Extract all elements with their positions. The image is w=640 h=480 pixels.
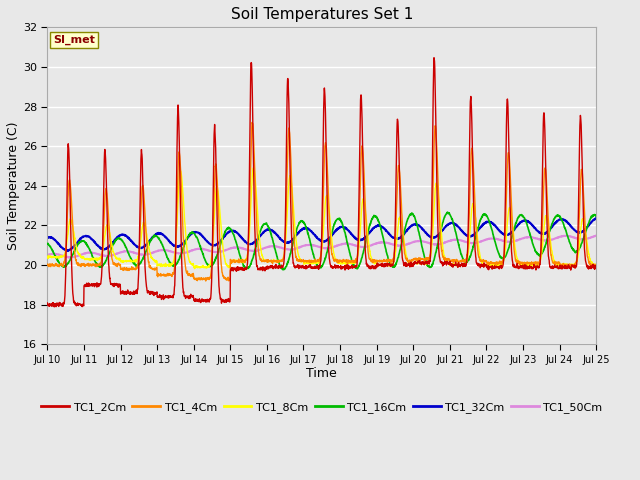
TC1_8Cm bbox=[592, 262, 600, 268]
Line: TC1_2Cm: TC1_2Cm bbox=[47, 58, 596, 307]
Line: TC1_50Cm: TC1_50Cm bbox=[47, 236, 596, 257]
TC1_8Cm bbox=[250, 165, 257, 171]
TC1_32Cm bbox=[592, 216, 600, 221]
Legend: TC1_2Cm, TC1_4Cm, TC1_8Cm, TC1_16Cm, TC1_32Cm, TC1_50Cm: TC1_2Cm, TC1_4Cm, TC1_8Cm, TC1_16Cm, TC1… bbox=[37, 397, 607, 417]
TC1_16Cm bbox=[350, 262, 358, 267]
TC1_2Cm bbox=[44, 300, 51, 306]
TC1_16Cm bbox=[559, 221, 567, 227]
Y-axis label: Soil Temperature (C): Soil Temperature (C) bbox=[7, 121, 20, 250]
TC1_4Cm bbox=[350, 259, 358, 264]
TC1_4Cm bbox=[196, 276, 204, 282]
TC1_32Cm bbox=[197, 231, 205, 237]
X-axis label: Time: Time bbox=[307, 368, 337, 381]
TC1_16Cm bbox=[338, 219, 346, 225]
TC1_50Cm bbox=[544, 238, 552, 243]
TC1_50Cm bbox=[559, 233, 567, 239]
TC1_8Cm bbox=[559, 262, 567, 268]
TC1_16Cm bbox=[44, 240, 51, 246]
TC1_32Cm bbox=[592, 216, 600, 221]
TC1_50Cm bbox=[592, 233, 600, 239]
TC1_16Cm bbox=[544, 233, 552, 239]
TC1_4Cm bbox=[44, 261, 51, 267]
TC1_32Cm bbox=[544, 228, 552, 234]
Line: TC1_4Cm: TC1_4Cm bbox=[47, 122, 596, 281]
TC1_32Cm bbox=[350, 234, 358, 240]
TC1_8Cm bbox=[482, 262, 490, 268]
TC1_2Cm bbox=[559, 264, 567, 270]
TC1_8Cm bbox=[197, 265, 205, 271]
TC1_4Cm bbox=[559, 263, 567, 268]
TC1_32Cm bbox=[338, 224, 346, 230]
TC1_16Cm bbox=[196, 243, 204, 249]
TC1_4Cm bbox=[544, 214, 552, 219]
Text: SI_met: SI_met bbox=[53, 35, 95, 46]
TC1_2Cm bbox=[592, 265, 600, 271]
TC1_2Cm bbox=[430, 55, 438, 60]
TC1_32Cm bbox=[44, 235, 51, 240]
TC1_32Cm bbox=[481, 220, 489, 226]
TC1_8Cm bbox=[191, 266, 198, 272]
TC1_2Cm bbox=[350, 264, 358, 270]
TC1_50Cm bbox=[65, 254, 72, 260]
TC1_4Cm bbox=[592, 261, 600, 267]
TC1_2Cm bbox=[338, 265, 346, 271]
TC1_16Cm bbox=[444, 209, 451, 215]
TC1_16Cm bbox=[592, 214, 600, 219]
TC1_4Cm bbox=[202, 278, 209, 284]
TC1_50Cm bbox=[44, 252, 51, 258]
TC1_50Cm bbox=[481, 237, 489, 243]
TC1_50Cm bbox=[197, 246, 205, 252]
TC1_2Cm bbox=[197, 300, 205, 305]
TC1_16Cm bbox=[482, 212, 490, 217]
TC1_8Cm bbox=[338, 261, 346, 266]
TC1_32Cm bbox=[63, 248, 71, 254]
TC1_2Cm bbox=[51, 304, 58, 310]
TC1_50Cm bbox=[338, 241, 346, 247]
TC1_4Cm bbox=[482, 258, 490, 264]
Line: TC1_32Cm: TC1_32Cm bbox=[47, 218, 596, 251]
TC1_50Cm bbox=[350, 242, 358, 248]
TC1_8Cm bbox=[350, 260, 358, 265]
Line: TC1_16Cm: TC1_16Cm bbox=[47, 212, 596, 270]
TC1_8Cm bbox=[44, 254, 51, 260]
TC1_2Cm bbox=[544, 247, 552, 252]
TC1_8Cm bbox=[544, 220, 552, 226]
Title: Soil Temperatures Set 1: Soil Temperatures Set 1 bbox=[230, 7, 413, 22]
TC1_2Cm bbox=[482, 262, 490, 267]
Line: TC1_8Cm: TC1_8Cm bbox=[47, 168, 596, 269]
TC1_32Cm bbox=[559, 217, 567, 223]
TC1_4Cm bbox=[248, 120, 256, 125]
TC1_16Cm bbox=[280, 267, 287, 273]
TC1_4Cm bbox=[338, 259, 346, 265]
